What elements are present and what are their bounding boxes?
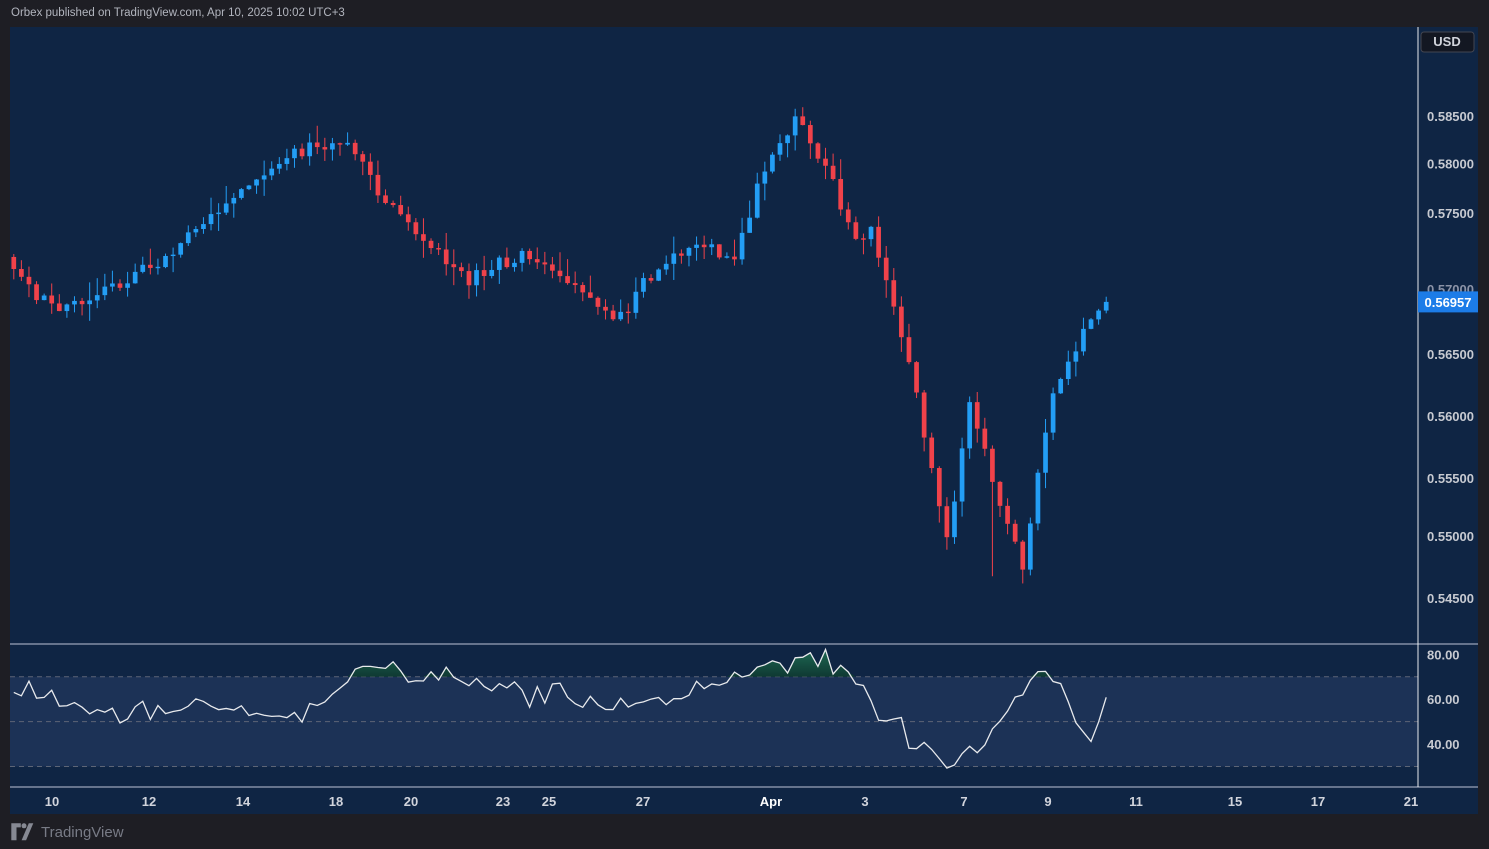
- svg-text:14: 14: [236, 794, 251, 809]
- svg-text:23: 23: [496, 794, 510, 809]
- svg-text:40.00: 40.00: [1427, 737, 1460, 752]
- svg-text:60.00: 60.00: [1427, 692, 1460, 707]
- svg-text:Apr: Apr: [760, 794, 782, 809]
- svg-text:7: 7: [960, 794, 967, 809]
- svg-text:80.00: 80.00: [1427, 647, 1460, 662]
- svg-text:0.58000: 0.58000: [1427, 157, 1474, 172]
- svg-text:0.57500: 0.57500: [1427, 206, 1474, 221]
- svg-text:0.56000: 0.56000: [1427, 409, 1474, 424]
- svg-text:0.58500: 0.58500: [1427, 109, 1474, 124]
- svg-text:18: 18: [329, 794, 343, 809]
- svg-text:3: 3: [861, 794, 868, 809]
- svg-text:27: 27: [636, 794, 650, 809]
- svg-text:9: 9: [1044, 794, 1051, 809]
- svg-text:12: 12: [142, 794, 156, 809]
- svg-text:USD: USD: [1433, 34, 1460, 49]
- svg-text:0.54500: 0.54500: [1427, 591, 1474, 606]
- svg-text:0.56500: 0.56500: [1427, 347, 1474, 362]
- svg-text:17: 17: [1311, 794, 1325, 809]
- svg-text:25: 25: [542, 794, 556, 809]
- svg-text:10: 10: [45, 794, 59, 809]
- svg-text:0.55000: 0.55000: [1427, 529, 1474, 544]
- svg-text:21: 21: [1404, 794, 1418, 809]
- svg-text:20: 20: [404, 794, 418, 809]
- svg-text:0.56957: 0.56957: [1425, 295, 1472, 310]
- svg-text:11: 11: [1129, 794, 1143, 809]
- svg-text:0.55500: 0.55500: [1427, 471, 1474, 486]
- svg-text:15: 15: [1228, 794, 1242, 809]
